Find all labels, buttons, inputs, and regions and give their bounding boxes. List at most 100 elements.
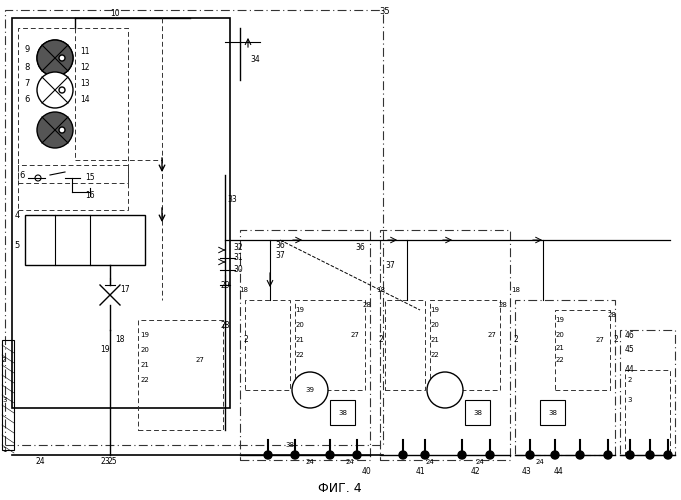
- Text: 22: 22: [140, 377, 149, 383]
- Polygon shape: [100, 285, 120, 305]
- Text: 19: 19: [430, 307, 439, 313]
- Text: 20: 20: [430, 322, 439, 328]
- Text: 21: 21: [296, 337, 304, 343]
- Text: 40: 40: [362, 468, 372, 476]
- Text: 24: 24: [475, 459, 484, 465]
- Bar: [2, 340, 14, 450]
- Text: 17: 17: [120, 286, 130, 294]
- Text: 19: 19: [556, 317, 565, 323]
- Text: 20: 20: [140, 347, 149, 353]
- Text: 28: 28: [362, 302, 371, 308]
- Text: 36: 36: [275, 240, 285, 250]
- Circle shape: [427, 372, 463, 408]
- Circle shape: [604, 451, 612, 459]
- Bar: [245, 300, 290, 390]
- Text: 38: 38: [548, 410, 558, 416]
- Circle shape: [59, 87, 65, 93]
- Text: 8: 8: [25, 62, 30, 72]
- Text: 20: 20: [556, 332, 565, 338]
- Bar: [620, 330, 675, 455]
- Circle shape: [264, 451, 272, 459]
- Text: 37: 37: [385, 260, 395, 270]
- Circle shape: [35, 175, 41, 181]
- Circle shape: [526, 451, 534, 459]
- Text: 13: 13: [80, 80, 90, 88]
- Text: 1: 1: [2, 447, 7, 453]
- Text: 18: 18: [239, 287, 248, 293]
- Text: 7: 7: [25, 80, 30, 88]
- Text: 9: 9: [25, 46, 30, 54]
- Circle shape: [576, 451, 584, 459]
- Text: 16: 16: [85, 190, 95, 200]
- Text: 22: 22: [556, 357, 565, 363]
- Text: 28: 28: [607, 312, 616, 318]
- Text: 24: 24: [35, 458, 45, 466]
- Text: 38: 38: [285, 442, 294, 448]
- Circle shape: [458, 451, 466, 459]
- Circle shape: [37, 72, 73, 108]
- Text: 6: 6: [25, 96, 30, 104]
- Text: 43: 43: [522, 468, 532, 476]
- Text: 39: 39: [306, 387, 315, 393]
- Text: 24: 24: [426, 459, 434, 465]
- Text: 27: 27: [195, 357, 204, 363]
- Circle shape: [486, 451, 494, 459]
- Text: 31: 31: [233, 254, 243, 262]
- Text: 24: 24: [536, 459, 544, 465]
- Text: 44: 44: [553, 468, 563, 476]
- Circle shape: [37, 40, 73, 76]
- Bar: [5, 10, 383, 445]
- Text: 2: 2: [243, 336, 248, 344]
- Text: 41: 41: [415, 468, 425, 476]
- Text: 36: 36: [355, 244, 365, 252]
- Text: 11: 11: [80, 48, 90, 56]
- Bar: [25, 215, 145, 265]
- Text: 45: 45: [625, 346, 635, 354]
- Text: 6: 6: [20, 170, 25, 179]
- Text: 2: 2: [513, 336, 518, 344]
- Circle shape: [326, 451, 334, 459]
- Text: 22: 22: [430, 352, 439, 358]
- Text: 32: 32: [233, 244, 243, 252]
- Text: 2: 2: [2, 357, 6, 363]
- Text: 37: 37: [275, 250, 285, 260]
- Circle shape: [421, 451, 429, 459]
- Text: 19: 19: [140, 332, 150, 338]
- Text: 29: 29: [220, 280, 229, 289]
- Text: 30: 30: [233, 266, 243, 274]
- Bar: [12, 18, 230, 408]
- Text: 3: 3: [2, 397, 7, 403]
- Bar: [240, 230, 370, 460]
- Circle shape: [664, 451, 672, 459]
- Text: 21: 21: [430, 337, 439, 343]
- Bar: [625, 370, 670, 455]
- Text: 19: 19: [100, 346, 110, 354]
- Circle shape: [646, 451, 654, 459]
- Text: 22: 22: [296, 352, 304, 358]
- Bar: [380, 230, 510, 460]
- Text: 33: 33: [227, 196, 237, 204]
- Text: 18: 18: [511, 287, 520, 293]
- Text: 34: 34: [250, 56, 260, 64]
- Text: 18: 18: [115, 336, 125, 344]
- Text: 4: 4: [15, 210, 20, 220]
- Circle shape: [37, 40, 73, 76]
- Text: 5: 5: [15, 240, 20, 250]
- Text: 28: 28: [220, 320, 229, 330]
- Text: 2: 2: [628, 377, 632, 383]
- Text: 27: 27: [596, 337, 605, 343]
- Circle shape: [37, 112, 73, 148]
- Bar: [555, 310, 610, 390]
- Circle shape: [626, 451, 634, 459]
- Bar: [138, 320, 223, 430]
- Text: 44: 44: [625, 366, 635, 374]
- Text: 23: 23: [100, 458, 110, 466]
- Text: 21: 21: [140, 362, 149, 368]
- Circle shape: [399, 451, 407, 459]
- Text: 27: 27: [351, 332, 360, 338]
- Bar: [330, 400, 355, 425]
- Circle shape: [353, 451, 361, 459]
- Bar: [540, 400, 565, 425]
- Text: 25: 25: [107, 458, 117, 466]
- Circle shape: [292, 372, 328, 408]
